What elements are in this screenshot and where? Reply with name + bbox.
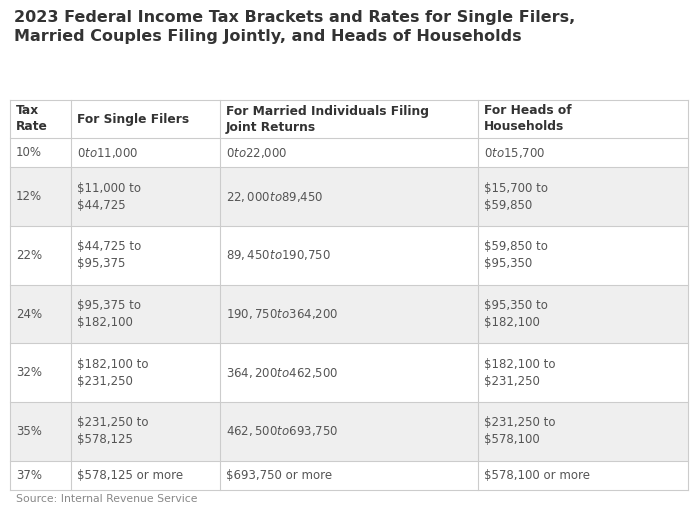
Text: 12%: 12% <box>16 190 42 203</box>
Text: $578,125 or more: $578,125 or more <box>77 469 183 482</box>
Text: 35%: 35% <box>16 425 42 438</box>
Text: $89,450 to $190,750: $89,450 to $190,750 <box>226 248 331 262</box>
Text: $15,700 to
$59,850: $15,700 to $59,850 <box>484 182 548 212</box>
Bar <box>10 461 688 490</box>
Text: For Heads of
Households: For Heads of Households <box>484 105 572 134</box>
Text: $182,100 to
$231,250: $182,100 to $231,250 <box>77 357 149 387</box>
Text: $231,250 to
$578,125: $231,250 to $578,125 <box>77 416 149 447</box>
Bar <box>10 138 688 167</box>
Text: $11,000 to
$44,725: $11,000 to $44,725 <box>77 182 141 212</box>
Text: $0 to $15,700: $0 to $15,700 <box>484 146 545 160</box>
Text: $364,200 to $462,500: $364,200 to $462,500 <box>226 366 339 380</box>
Text: $95,375 to
$182,100: $95,375 to $182,100 <box>77 299 141 329</box>
Text: 32%: 32% <box>16 366 42 379</box>
Bar <box>10 285 688 343</box>
Text: For Single Filers: For Single Filers <box>77 112 189 125</box>
Bar <box>10 226 688 285</box>
Text: $44,725 to
$95,375: $44,725 to $95,375 <box>77 240 141 270</box>
Text: 22%: 22% <box>16 249 42 262</box>
Bar <box>10 402 688 461</box>
Text: $0 to $22,000: $0 to $22,000 <box>226 146 288 160</box>
Text: $693,750 or more: $693,750 or more <box>226 469 332 482</box>
Text: $578,100 or more: $578,100 or more <box>484 469 590 482</box>
Text: $190,750 to $364,200: $190,750 to $364,200 <box>226 307 339 321</box>
Text: $22,000 to $89,450: $22,000 to $89,450 <box>226 190 324 204</box>
Text: 24%: 24% <box>16 308 42 321</box>
Text: 37%: 37% <box>16 469 42 482</box>
Text: 2023 Federal Income Tax Brackets and Rates for Single Filers,
Married Couples Fi: 2023 Federal Income Tax Brackets and Rat… <box>14 10 575 44</box>
Text: For Married Individuals Filing
Joint Returns: For Married Individuals Filing Joint Ret… <box>226 105 429 134</box>
Text: $182,100 to
$231,250: $182,100 to $231,250 <box>484 357 556 387</box>
Text: Source: Internal Revenue Service: Source: Internal Revenue Service <box>16 494 198 504</box>
Bar <box>10 167 688 226</box>
Text: Tax
Rate: Tax Rate <box>16 105 48 134</box>
Text: 10%: 10% <box>16 146 42 159</box>
Bar <box>10 343 688 402</box>
Text: $231,250 to
$578,100: $231,250 to $578,100 <box>484 416 556 447</box>
Text: $0 to $11,000: $0 to $11,000 <box>77 146 139 160</box>
Text: $462,500 to $693,750: $462,500 to $693,750 <box>226 424 339 438</box>
Bar <box>10 100 688 138</box>
Text: $95,350 to
$182,100: $95,350 to $182,100 <box>484 299 548 329</box>
Text: $59,850 to
$95,350: $59,850 to $95,350 <box>484 240 548 270</box>
